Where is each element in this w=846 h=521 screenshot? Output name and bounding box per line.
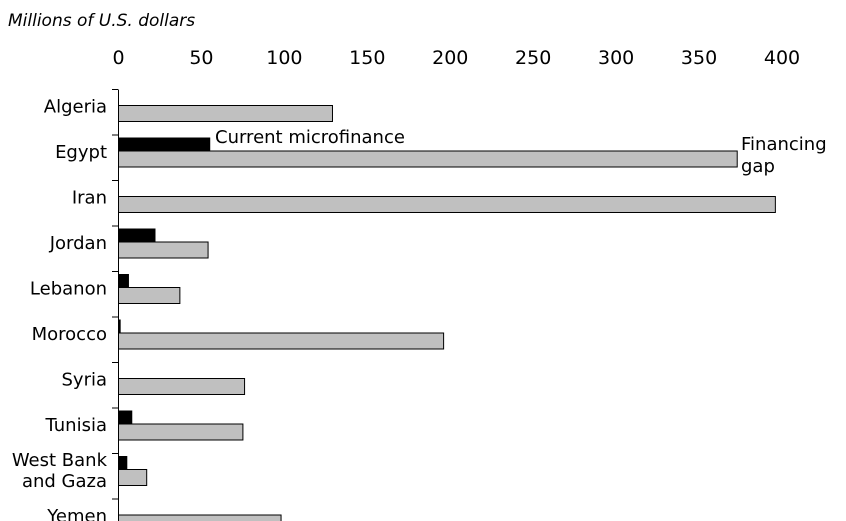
y-axis-ticks — [112, 89, 119, 500]
category-label: Tunisia — [45, 415, 108, 436]
x-axis-ticks: 0 50 100 150 200 250 300 350 400 — [112, 47, 800, 69]
series-label-financing-gap: Financing — [741, 134, 827, 155]
category-label: and Gaza — [22, 471, 107, 492]
x-tick-label: 300 — [598, 47, 634, 69]
category-label: Yemen — [46, 506, 107, 521]
bar-financing-gap — [118, 287, 181, 304]
bar-financing-gap — [118, 241, 209, 259]
x-tick-label: 100 — [266, 47, 302, 69]
category-label: Algeria — [44, 97, 107, 118]
x-tick-label: 150 — [349, 47, 385, 69]
bar-financing-gap — [118, 332, 445, 350]
x-tick-label: 200 — [432, 47, 468, 69]
category-label: Morocco — [32, 324, 107, 345]
category-label: West Bank — [12, 450, 108, 471]
x-tick-label: 350 — [681, 47, 717, 69]
bar-financing-gap — [118, 514, 282, 521]
bar-financing-gap — [118, 378, 246, 395]
x-tick-label: 400 — [764, 47, 800, 69]
category-label: Iran — [72, 188, 107, 209]
bars — [118, 105, 776, 521]
bar-financing-gap — [118, 105, 333, 122]
category-label: Jordan — [49, 233, 107, 254]
x-tick-label: 0 — [112, 47, 124, 69]
x-tick-label: 50 — [189, 47, 213, 69]
bar-financing-gap — [118, 469, 148, 486]
unit-label: Millions of U.S. dollars — [8, 11, 195, 31]
bar-financing-gap — [118, 150, 738, 168]
series-label-current-microfinance: Current microfinance — [215, 127, 405, 148]
bar-financing-gap — [118, 423, 244, 441]
category-label: Lebanon — [30, 279, 107, 300]
x-tick-label: 250 — [515, 47, 551, 69]
category-label: Egypt — [55, 142, 107, 163]
category-labels: Algeria Egypt Iran Jordan Lebanon Morocco Syri… — [12, 97, 108, 521]
bar-financing-gap — [118, 196, 776, 213]
series-label-financing-gap: gap — [741, 156, 775, 177]
category-label: Syria — [61, 370, 107, 391]
